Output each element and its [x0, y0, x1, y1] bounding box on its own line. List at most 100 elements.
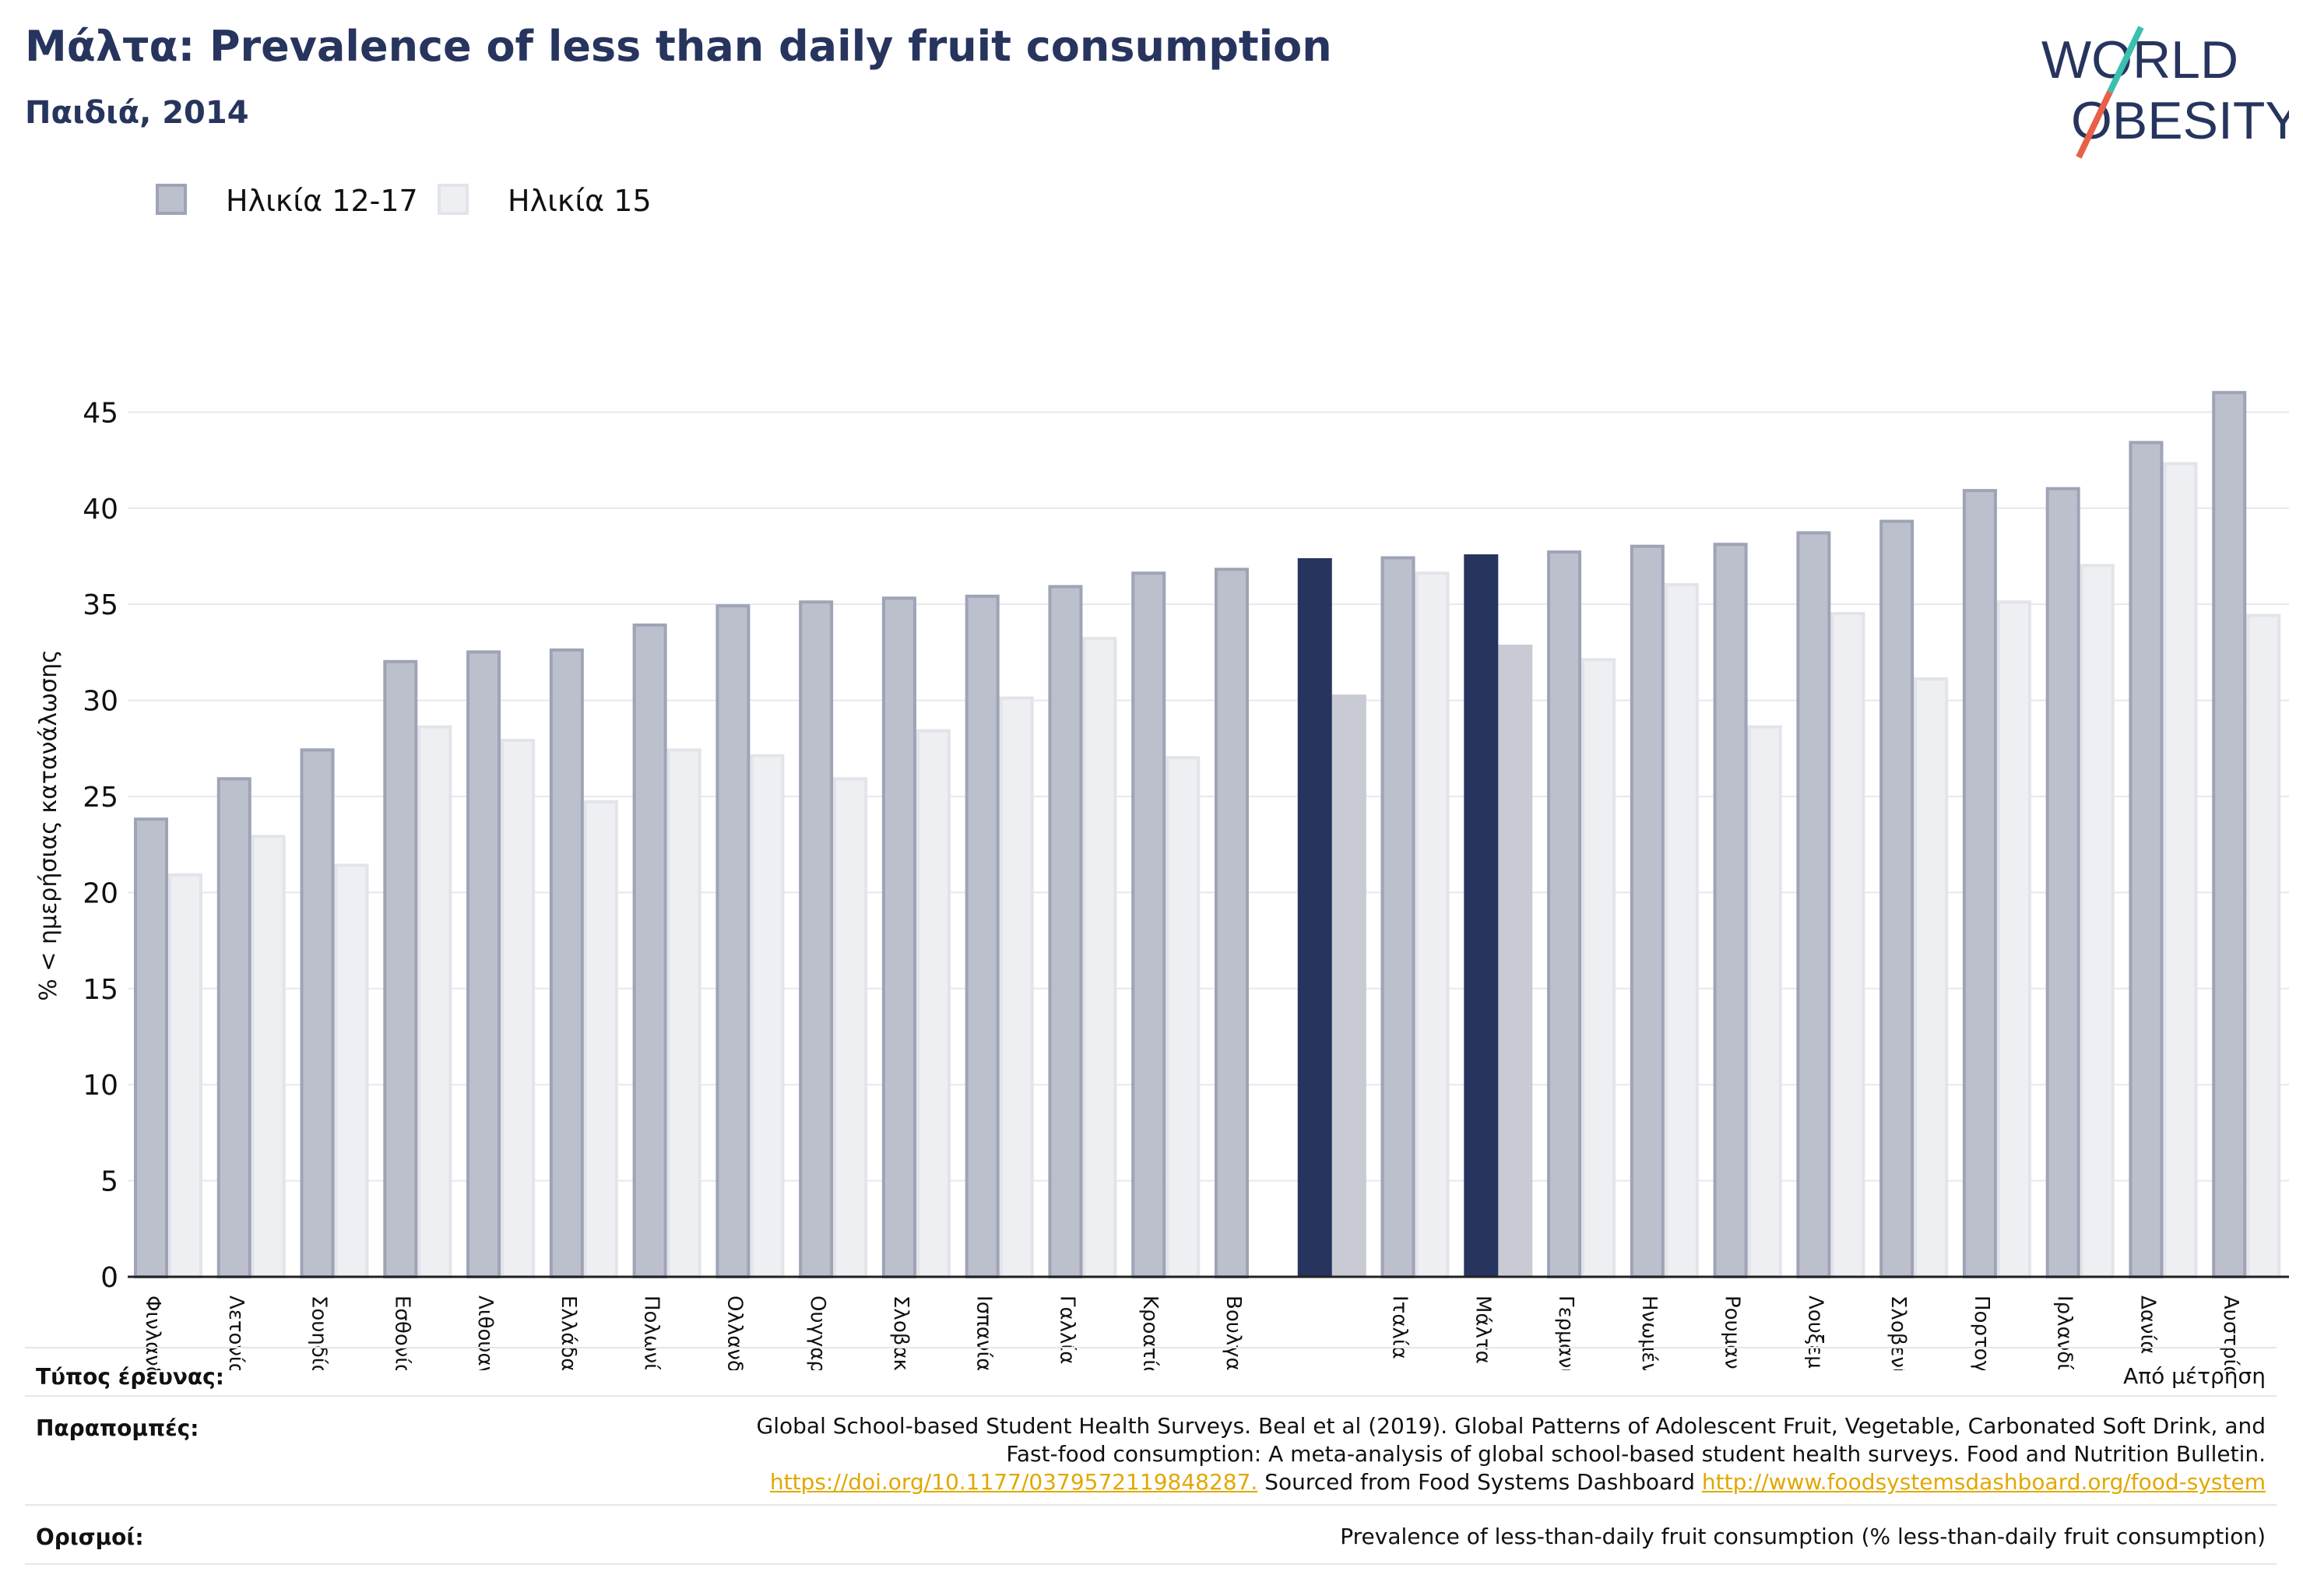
references-label: Παραπομπές: — [36, 1415, 199, 1441]
x-tick-label: Σλοβενία — [1886, 1295, 1910, 1370]
chart-subtitle: Παιδιά, 2014 — [25, 95, 249, 131]
bar-age-12-17 — [1131, 571, 1166, 1278]
x-tick-label: Μάλτα — [1471, 1295, 1494, 1364]
x-tick-label: Ηνωμένο Βασίλειο — [1637, 1295, 1661, 1370]
bar-age-15 — [1996, 600, 2031, 1278]
bar-age-12-17 — [1380, 556, 1415, 1278]
bar-age-12-17 — [716, 604, 751, 1278]
bar-age-12-17 — [300, 748, 335, 1278]
y-tick-label: 30 — [83, 686, 118, 718]
y-tick-label: 5 — [100, 1166, 118, 1198]
references-text: Global School-based Student Health Surve… — [757, 1412, 2266, 1496]
bar-age-15 — [999, 696, 1034, 1278]
bar-age-15 — [417, 725, 452, 1278]
bar-age-15 — [2246, 613, 2281, 1278]
bar-age-12-17-highlight — [1464, 554, 1499, 1277]
references-line2: Fast-food consumption: A meta-analysis o… — [1006, 1441, 2266, 1467]
bar-age-15 — [1664, 583, 1699, 1278]
bar-age-15 — [2163, 462, 2198, 1279]
bar-age-15 — [2080, 564, 2115, 1278]
logo-teal-stroke — [2107, 26, 2144, 93]
bar-age-12-17 — [466, 650, 501, 1278]
y-tick-label: 15 — [83, 974, 118, 1006]
bar-age-12-17 — [1048, 585, 1083, 1278]
bar-age-12-17 — [881, 596, 916, 1278]
y-axis-label: % < ημερήσιας κατανάλωσης — [35, 649, 62, 1001]
bar-age-15 — [501, 738, 536, 1278]
bar-age-12-17 — [216, 777, 251, 1278]
definitions-label: Ορισμοί: — [36, 1524, 144, 1550]
x-tick-label: Ισπανία — [972, 1295, 996, 1370]
bar-chart: 0 5 10 15 20 25 30 35 40 45 % < ημερήσιας κατανάλω… — [35, 391, 2289, 1370]
x-tick-label: Φινλανδία — [141, 1295, 164, 1370]
x-tick-label: Ολλανδία — [723, 1295, 746, 1370]
legend-swatch-15 — [438, 184, 469, 215]
bar-age-12-17 — [1962, 489, 1997, 1278]
y-tick-label: 35 — [83, 589, 118, 621]
bar-age-15 — [916, 729, 951, 1278]
x-tick-label: Ιρλανδία — [2053, 1295, 2076, 1370]
bar-age-15 — [1166, 756, 1201, 1278]
x-tick-label: Σλοβακία — [889, 1295, 912, 1370]
x-tick-label: Ελλάδα — [557, 1295, 580, 1370]
doi-link[interactable]: https://doi.org/10.1177/0379572119848287… — [769, 1469, 1258, 1495]
legend-label-12-17: Ηλικία 12-17 — [226, 184, 418, 218]
bar-age-12-17 — [632, 623, 667, 1278]
legend-label-15: Ηλικία 15 — [508, 184, 652, 218]
x-tick-label: Δανία — [2136, 1295, 2159, 1354]
bar-age-12-17-highlight — [1297, 557, 1332, 1277]
logo-line1: WORLD — [2041, 30, 2238, 90]
bar-age-15 — [1498, 645, 1533, 1277]
references-line3: https://doi.org/10.1177/0379572119848287… — [757, 1468, 2266, 1496]
x-tick-label: Λετονία — [224, 1295, 248, 1370]
footer-references: Παραπομπές: Global School-based Student … — [25, 1395, 2277, 1506]
definitions-value: Prevalence of less-than-daily fruit cons… — [1340, 1524, 2266, 1549]
bar-age-15 — [750, 754, 785, 1278]
chart-title: Μάλτα: Prevalence of less than daily fru… — [25, 22, 1332, 71]
bar-age-12-17 — [965, 594, 1000, 1278]
world-obesity-logo: WORLD OBESITY — [2041, 26, 2289, 159]
survey-type-value: Από μέτρηση — [2123, 1363, 2266, 1389]
x-tick-label: Λουξεμβούργο — [1803, 1295, 1827, 1370]
bar-age-12-17 — [549, 648, 584, 1278]
dashboard-link[interactable]: http://www.foodsystemsdashboard.org/food… — [1701, 1469, 2266, 1495]
bar-age-12-17 — [1630, 544, 1665, 1278]
bar-age-15 — [1415, 571, 1450, 1278]
x-tick-label: Ιταλία — [1388, 1295, 1412, 1359]
x-tick-label: Βουλγαρία — [1222, 1295, 1245, 1370]
bar-age-15 — [334, 863, 369, 1278]
bar-age-12-17 — [2045, 487, 2080, 1278]
bar-age-12-17 — [1879, 519, 1914, 1278]
x-tick-label: Πολωνία — [640, 1295, 663, 1370]
bar-age-12-17 — [2212, 391, 2247, 1278]
bar-age-12-17 — [1215, 568, 1249, 1278]
y-tick-label: 0 — [100, 1262, 118, 1294]
x-tick-label: Ουγγαρία — [806, 1295, 829, 1370]
bar-age-15 — [168, 873, 202, 1278]
bar-age-15 — [1082, 637, 1117, 1278]
y-tick-label: 40 — [83, 494, 118, 526]
bar-age-15 — [666, 748, 701, 1278]
x-tick-label: Κροατία — [1138, 1295, 1162, 1370]
bar-age-15 — [1581, 658, 1616, 1278]
references-line1: Global School-based Student Health Surve… — [756, 1413, 2266, 1439]
bar-age-12-17 — [383, 659, 418, 1278]
bar-age-15 — [1830, 612, 1865, 1278]
x-tick-label: Εσθονία — [390, 1295, 413, 1370]
bar-age-15 — [1914, 677, 1949, 1278]
bar-age-15 — [833, 777, 868, 1278]
y-tick-label: 20 — [83, 877, 118, 909]
bar-age-12-17 — [2129, 441, 2164, 1279]
bar-age-12-17 — [799, 600, 834, 1278]
x-tick-label: Γαλλία — [1055, 1295, 1078, 1364]
x-tick-label: Γερμανία — [1554, 1295, 1577, 1370]
bar-age-12-17 — [1547, 550, 1582, 1278]
bar-age-12-17 — [1796, 531, 1831, 1278]
y-tick-label: 25 — [83, 782, 118, 814]
y-tick-label: 10 — [83, 1070, 118, 1102]
bar-age-15 — [1331, 694, 1366, 1277]
x-tick-label: Αυστρία — [2219, 1295, 2242, 1370]
footer-survey-type: Τύπος έρευνας: Από μέτρηση — [25, 1347, 2277, 1397]
bar-age-15 — [583, 800, 618, 1278]
x-tick-label: Λιθουανία — [473, 1295, 497, 1370]
